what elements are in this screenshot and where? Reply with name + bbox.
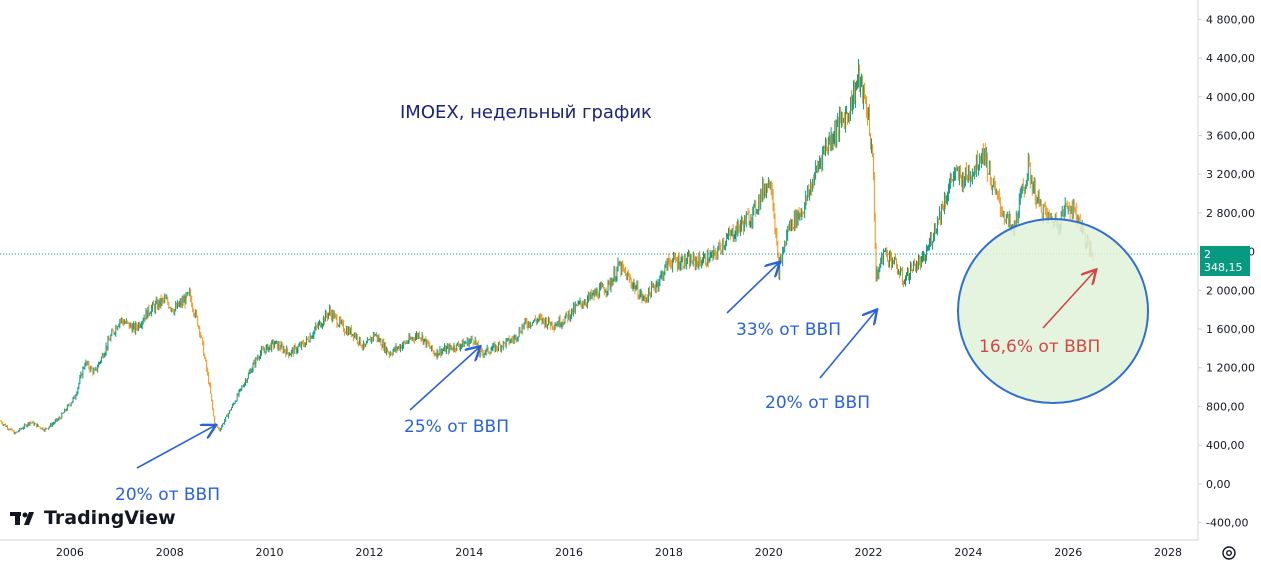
y-tick-label: 4 400,00 <box>1206 52 1255 65</box>
chart-title: IMOEX, недельный график <box>400 102 652 123</box>
y-tick-label: 1 200,00 <box>1206 362 1255 375</box>
x-tick-label: 2028 <box>1154 546 1182 559</box>
x-tick-label: 2014 <box>455 546 483 559</box>
y-tick-label: 4 800,00 <box>1206 13 1255 26</box>
y-tick-label: 2 800,00 <box>1206 207 1255 220</box>
y-tick-label: 2 000,00 <box>1206 284 1255 297</box>
annotation-arrows <box>136 263 1095 469</box>
annotation-label: 25% от ВВП <box>404 417 509 437</box>
x-tick-label: 2020 <box>755 546 783 559</box>
tradingview-icon <box>10 512 34 525</box>
annotation-arrow <box>136 426 215 469</box>
annotation-label: 20% от ВВП <box>115 485 220 505</box>
annotation-arrow <box>1042 271 1095 329</box>
x-tick-label: 2012 <box>355 546 383 559</box>
annotation-arrow <box>409 347 479 411</box>
tradingview-logo[interactable]: TradingView <box>10 507 176 529</box>
y-tick-label: 3 200,00 <box>1206 168 1255 181</box>
annotation-label: 33% от ВВП <box>736 320 841 340</box>
annotation-arrow <box>819 311 876 379</box>
bar-countdown: 2d 13h <box>1204 274 1243 287</box>
x-tick-label: 2026 <box>1054 546 1082 559</box>
y-tick-label: 0,00 <box>1206 478 1231 491</box>
x-tick-label: 2016 <box>555 546 583 559</box>
y-tick-label: 4 000,00 <box>1206 91 1255 104</box>
x-tick-label: 2018 <box>655 546 683 559</box>
y-tick-label: 800,00 <box>1206 400 1245 413</box>
y-tick-label: 1 600,00 <box>1206 323 1255 336</box>
y-tick-label: -400,00 <box>1206 517 1248 530</box>
price-axis[interactable]: 4 800,00 4 400,00 4 000,00 3 600,00 3 200,00… <box>1198 13 1255 530</box>
last-price-badge: 2 348,15 2d 13h <box>1200 246 1250 287</box>
y-tick-label: 3 600,00 <box>1206 129 1255 142</box>
x-tick-label: 2024 <box>954 546 982 559</box>
annotation-label: 20% от ВВП <box>765 393 870 413</box>
logo-text: TradingView <box>44 507 176 529</box>
settings-icon[interactable] <box>1221 545 1237 561</box>
x-tick-label: 2006 <box>56 546 84 559</box>
highlight-circle <box>957 218 1149 404</box>
x-tick-label: 2010 <box>256 546 284 559</box>
annotation-arrow <box>726 263 779 314</box>
x-tick-label: 2008 <box>156 546 184 559</box>
time-axis[interactable]: 2006 2008 2010 2012 2014 2016 2018 2020 2022 2024… <box>56 546 1182 559</box>
last-price-value: 2 348,15 <box>1204 248 1243 274</box>
y-tick-label: 400,00 <box>1206 439 1245 452</box>
annotation-label: 16,6% от ВВП <box>979 337 1100 357</box>
x-tick-label: 2022 <box>855 546 883 559</box>
